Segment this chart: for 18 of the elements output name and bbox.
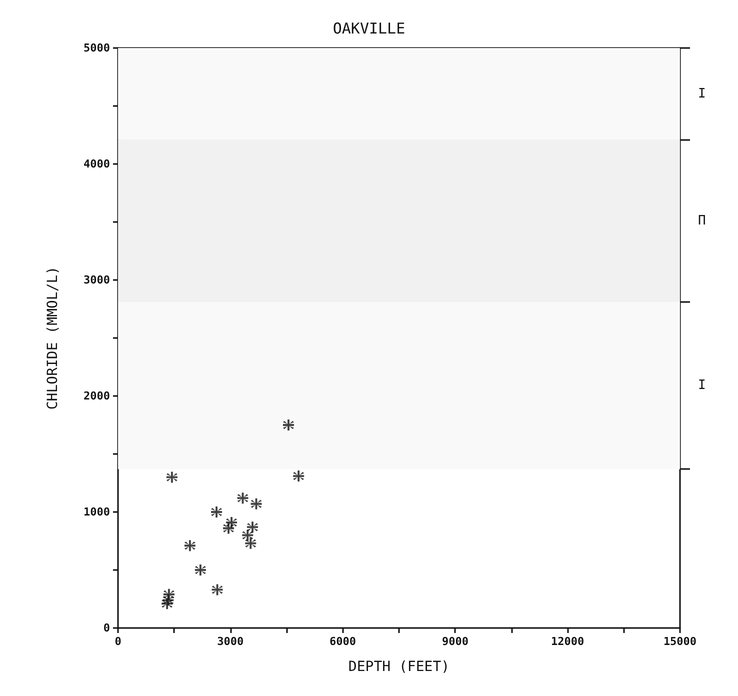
y-tick-label: 2000 [84, 390, 110, 402]
band-label: Π [698, 213, 706, 228]
y-tick-label: 5000 [84, 42, 110, 54]
x-tick-label: 9000 [442, 635, 468, 648]
x-tick-label: 6000 [330, 635, 356, 648]
x-tick-label: 15000 [663, 635, 697, 648]
chart-title: OAKVILLE [332, 20, 406, 38]
x-axis-title: DEPTH (FEET) [348, 659, 450, 675]
y-axis-title: CHLORIDE (MMOL/L) [45, 266, 61, 410]
y-tick-label: 3000 [84, 274, 110, 286]
band-label: I [698, 378, 706, 394]
x-tick-label: 0 [114, 635, 122, 648]
y-tick-label: 0 [103, 622, 110, 634]
x-tick-label: 3000 [217, 635, 244, 648]
band-label: I [698, 86, 706, 102]
x-tick-label: 12000 [551, 635, 584, 648]
y-tick-label: 1000 [84, 506, 110, 518]
y-tick-label: 4000 [84, 158, 110, 170]
